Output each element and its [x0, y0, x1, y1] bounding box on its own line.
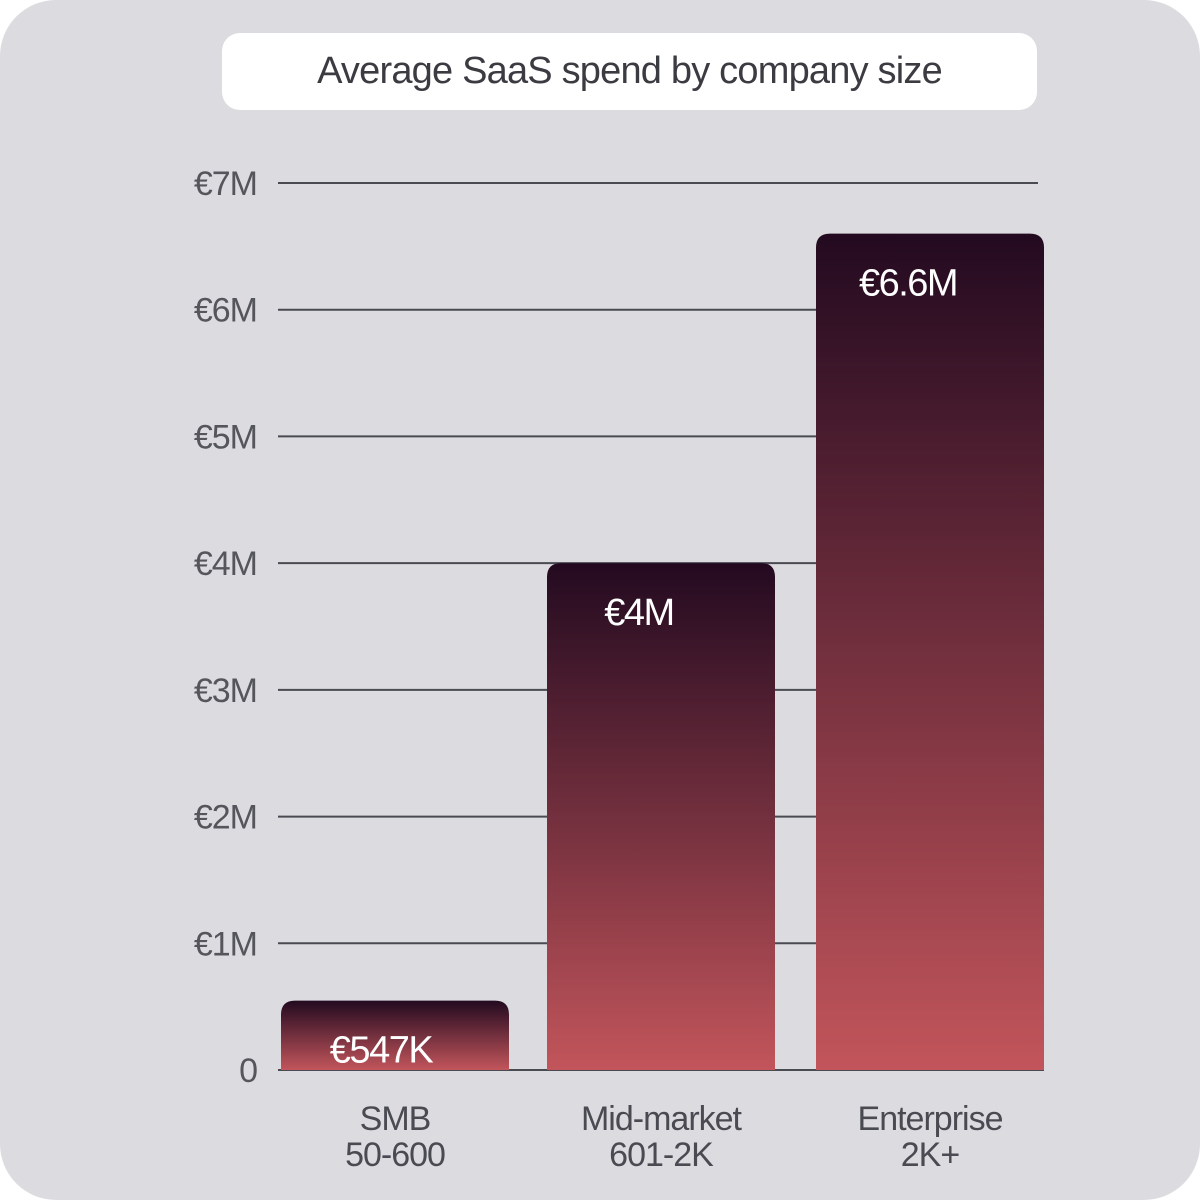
y-tick-label: €2M [194, 799, 257, 837]
bar-value-label: €6.6M [859, 263, 957, 305]
x-category-label: Mid-market [581, 1100, 743, 1138]
chart-title: Average SaaS spend by company size [317, 50, 943, 92]
x-category-label: 2K+ [901, 1136, 960, 1174]
y-tick-label: €6M [194, 292, 257, 330]
bar-value-label: €4M [604, 592, 673, 634]
x-category-label: SMB [360, 1100, 431, 1138]
bar [816, 233, 1044, 1070]
x-category-label: 601-2K [609, 1136, 714, 1174]
chart-title-box: Average SaaS spend by company size [222, 33, 1037, 110]
x-category-label: Enterprise [858, 1100, 1003, 1138]
x-category-label: 50-600 [345, 1136, 445, 1174]
bar [281, 1000, 509, 1070]
y-tick-label: 0 [239, 1052, 257, 1090]
y-tick-label: €4M [194, 545, 257, 583]
bar-value-label: €547K [330, 1030, 434, 1072]
y-tick-label: €7M [194, 165, 257, 203]
y-tick-label: €5M [194, 418, 257, 456]
bar [547, 563, 775, 1070]
y-tick-label: €1M [194, 925, 257, 963]
y-tick-label: €3M [194, 672, 257, 710]
